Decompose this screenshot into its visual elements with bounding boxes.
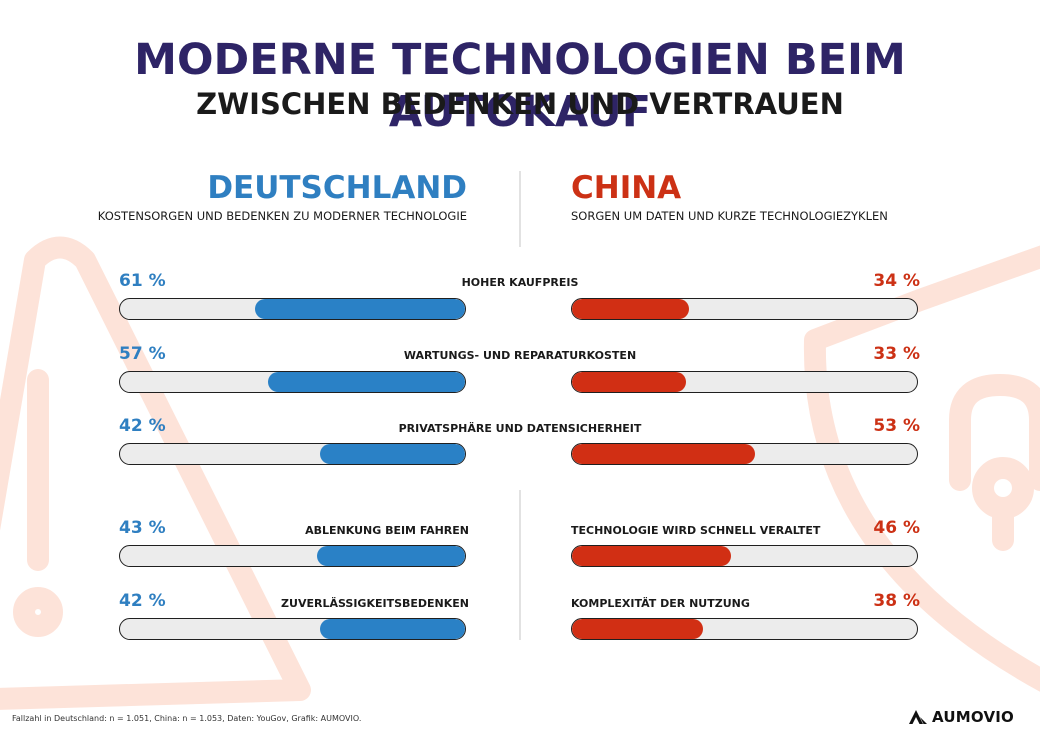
china-bar: [572, 546, 731, 566]
china-value-label: 38 %: [873, 591, 920, 611]
brand-logo: AUMOVIO: [909, 708, 1014, 726]
germany-heading: DEUTSCHLAND: [207, 170, 467, 206]
header-divider: [519, 171, 521, 247]
lock-icon: [949, 374, 1040, 491]
category-label: HOHER KAUFPREIS: [461, 276, 579, 289]
logo-text: AUMOVIO: [932, 708, 1014, 726]
china-bar-track: [571, 371, 918, 393]
germany-bar-track: [119, 371, 466, 393]
germany-bar: [320, 619, 465, 639]
section-divider: [519, 490, 521, 640]
china-bar: [572, 444, 755, 464]
china-bar: [572, 619, 704, 639]
page-subtitle: ZWISCHEN BEDENKEN UND VERTRAUEN: [196, 87, 844, 121]
germany-bar: [316, 546, 465, 566]
china-bar-track: [571, 298, 918, 320]
china-bar-track: [571, 545, 918, 567]
china-category-label: KOMPLEXITÄT DER NUTZUNG: [571, 597, 750, 610]
germany-bar-track: [119, 443, 466, 465]
germany-description: KOSTENSORGEN UND BEDENKEN ZU MODERNER TE…: [97, 209, 467, 223]
china-bar: [572, 372, 686, 392]
source-footnote: Fallzahl in Deutschland: n = 1.051, Chin…: [12, 714, 362, 723]
category-label: WARTUNGS- UND REPARATURKOSTEN: [403, 349, 637, 362]
germany-category-label: ZUVERLÄSSIGKEITSBEDENKEN: [281, 597, 469, 610]
germany-bar-track: [119, 545, 466, 567]
germany-value-label: 42 %: [119, 416, 166, 436]
china-value-label: 33 %: [873, 344, 920, 364]
china-value-label: 53 %: [873, 416, 920, 436]
china-value-label: 46 %: [873, 518, 920, 538]
page-title: MODERNE TECHNOLOGIEN BEIM AUTOKAUF: [134, 35, 906, 137]
china-category-label: TECHNOLOGIE WIRD SCHNELL VERALTET: [571, 524, 821, 537]
china-description: SORGEN UM DATEN UND KURZE TECHNOLOGIEZYK…: [571, 209, 888, 223]
shield-icon: [803, 245, 1040, 692]
china-bar-track: [571, 618, 918, 640]
germany-value-label: 42 %: [119, 591, 166, 611]
germany-bar: [268, 372, 465, 392]
warning-triangle-icon: [0, 236, 311, 710]
germany-bar: [320, 444, 465, 464]
germany-value-label: 43 %: [119, 518, 166, 538]
logo-mark-icon: [909, 710, 928, 724]
germany-value-label: 61 %: [119, 271, 166, 291]
category-label: PRIVATSPHÄRE UND DATENSICHERHEIT: [398, 422, 642, 435]
china-heading: CHINA: [571, 170, 682, 206]
china-value-label: 34 %: [873, 271, 920, 291]
warning-dot-icon: [13, 587, 63, 637]
china-bar: [572, 299, 690, 319]
china-bar-track: [571, 443, 918, 465]
germany-category-label: ABLENKUNG BEIM FAHREN: [305, 524, 469, 537]
germany-bar: [254, 299, 465, 319]
germany-bar-track: [119, 618, 466, 640]
germany-bar-track: [119, 298, 466, 320]
germany-value-label: 57 %: [119, 344, 166, 364]
